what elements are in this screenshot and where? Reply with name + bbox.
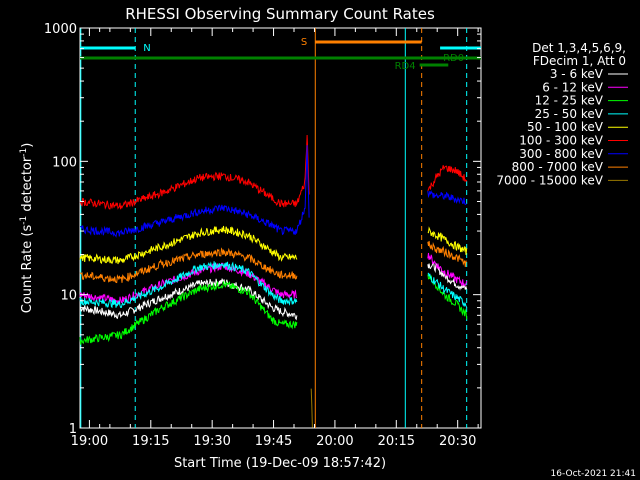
series-line (427, 226, 468, 256)
series-line (427, 240, 467, 268)
legend-label: 25 - 50 keV (535, 107, 604, 121)
legend-label: 12 - 25 keV (535, 94, 604, 108)
y-label-superscript: -1 (19, 148, 29, 157)
x-tick-label: 20:30 (439, 434, 476, 449)
y-axis-label: Count Rate (s-1 detector-1) (19, 143, 35, 314)
x-tick-label: 20:15 (378, 434, 415, 449)
series-line (79, 247, 298, 284)
series-line (79, 278, 298, 321)
y-label-part: detector (20, 156, 35, 216)
state-bar-label: RD4 (395, 61, 416, 72)
legend-label: 6 - 12 keV (542, 80, 604, 94)
plot-area: N S RD0 RD4 19:00 19:15 19:30 19:45 20:00 20:15 20… (44, 22, 482, 449)
footer-timestamp: 16-Oct-2021 21:41 (551, 469, 636, 479)
legend-label: 300 - 800 keV (519, 147, 603, 161)
state-bar-label: RD0 (443, 53, 464, 64)
chart-title: RHESSI Observing Summary Count Rates (125, 5, 435, 23)
series-line (427, 252, 468, 287)
y-tick-label: 10 (60, 289, 77, 304)
y-tick-label: 100 (52, 155, 77, 170)
series-line (427, 272, 468, 308)
series-line (79, 134, 310, 210)
series-line (79, 145, 310, 238)
y-tick-label: 1 (69, 422, 77, 437)
legend: Det 1,3,4,5,6,9, FDecim 1, Att 0 3 - 6 k… (496, 41, 628, 187)
y-label-part: ) (20, 143, 35, 148)
x-tick-label: 19:30 (193, 434, 230, 449)
x-axis-label: Start Time (19-Dec-09 18:57:42) (174, 456, 386, 471)
legend-label: 7000 - 15000 keV (496, 173, 603, 187)
legend-label: 100 - 300 keV (519, 134, 603, 148)
series-line (427, 165, 468, 192)
legend-header-line: Det 1,3,4,5,6,9, (532, 41, 626, 55)
y-label-superscript: -1 (19, 216, 29, 225)
x-tick-label: 19:15 (132, 434, 169, 449)
y-tick-label: 1000 (44, 22, 77, 37)
series-line (79, 225, 298, 265)
x-tick-label: 19:45 (255, 434, 292, 449)
state-bar-label: N (143, 43, 150, 54)
series-line (79, 261, 298, 309)
state-bar-label: S (301, 37, 307, 48)
legend-label: 3 - 6 keV (550, 67, 604, 81)
legend-label: 50 - 100 keV (527, 120, 604, 134)
series-line (310, 388, 313, 428)
series-line (427, 190, 467, 206)
series-line (427, 261, 468, 291)
series-line (79, 281, 298, 345)
x-tick-label: 20:00 (316, 434, 353, 449)
x-tick-label: 19:00 (71, 434, 108, 449)
legend-label: 800 - 7000 keV (512, 160, 604, 174)
legend-header-line: FDecim 1, Att 0 (533, 54, 626, 68)
axes-frame (79, 27, 482, 429)
y-label-part: Count Rate (s (20, 225, 35, 314)
